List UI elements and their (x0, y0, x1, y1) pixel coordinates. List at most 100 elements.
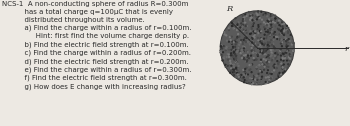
Point (286, 38, 292, 40)
Point (289, 43, 295, 45)
Point (239, 29, 244, 32)
Point (254, 75, 259, 77)
Point (272, 17, 278, 19)
Point (246, 31, 252, 33)
Point (285, 44, 291, 46)
Point (221, 45, 226, 47)
Point (247, 19, 253, 21)
Point (266, 18, 272, 20)
Point (269, 44, 275, 46)
Point (264, 82, 270, 84)
Point (244, 56, 250, 58)
Point (248, 64, 254, 66)
Point (265, 72, 271, 74)
Point (252, 37, 257, 39)
Point (225, 65, 230, 67)
Point (251, 76, 256, 78)
Point (226, 54, 232, 56)
Point (236, 50, 242, 52)
Point (275, 63, 281, 65)
Point (244, 37, 249, 39)
Point (231, 49, 237, 51)
Point (259, 71, 265, 73)
Point (278, 73, 284, 75)
Point (283, 55, 289, 57)
Point (229, 28, 234, 30)
Point (279, 65, 285, 67)
Point (272, 44, 277, 46)
Point (232, 40, 238, 42)
Point (288, 53, 294, 55)
Point (254, 75, 259, 77)
Point (233, 72, 238, 74)
Point (230, 32, 236, 34)
Point (240, 45, 246, 48)
Point (276, 76, 281, 78)
Point (287, 50, 293, 52)
Point (233, 67, 239, 69)
Point (273, 66, 279, 68)
Point (286, 56, 292, 58)
Point (281, 64, 287, 66)
Point (283, 38, 289, 40)
Point (284, 57, 290, 59)
Point (241, 54, 247, 56)
Point (261, 38, 267, 40)
Point (260, 29, 266, 31)
Point (225, 65, 231, 67)
Point (266, 66, 271, 68)
Point (234, 72, 240, 74)
Point (244, 23, 249, 25)
Point (248, 17, 254, 19)
Point (257, 28, 262, 30)
Point (242, 67, 247, 69)
Point (271, 43, 277, 45)
Point (233, 68, 239, 70)
Point (265, 72, 271, 74)
Point (228, 72, 233, 74)
Point (260, 40, 265, 42)
Point (278, 55, 284, 57)
Point (256, 13, 262, 15)
Point (224, 56, 230, 58)
Point (245, 55, 251, 57)
Point (263, 28, 268, 30)
Point (234, 62, 240, 64)
Point (235, 28, 241, 30)
Point (229, 70, 234, 72)
Point (219, 40, 224, 42)
Point (224, 40, 230, 42)
Point (284, 27, 290, 29)
Point (229, 43, 235, 45)
Point (272, 60, 277, 62)
Point (236, 68, 241, 70)
Point (242, 79, 247, 81)
Point (239, 56, 245, 58)
Point (265, 42, 271, 44)
Point (229, 25, 235, 27)
Point (218, 46, 224, 48)
Point (286, 64, 292, 66)
Point (282, 36, 288, 38)
Point (248, 44, 254, 46)
Point (281, 53, 286, 55)
Point (247, 77, 253, 79)
Point (274, 51, 280, 53)
Point (280, 32, 286, 34)
Point (264, 61, 270, 63)
Point (243, 68, 248, 70)
Point (231, 50, 236, 52)
Point (272, 47, 278, 49)
Point (280, 68, 285, 70)
Point (262, 28, 268, 30)
Point (270, 13, 275, 15)
Point (276, 28, 282, 30)
Point (233, 22, 238, 24)
Point (245, 30, 251, 32)
Point (278, 27, 284, 29)
Point (263, 69, 268, 71)
Point (252, 53, 258, 55)
Point (253, 53, 258, 55)
Point (257, 17, 262, 19)
Point (280, 66, 285, 68)
